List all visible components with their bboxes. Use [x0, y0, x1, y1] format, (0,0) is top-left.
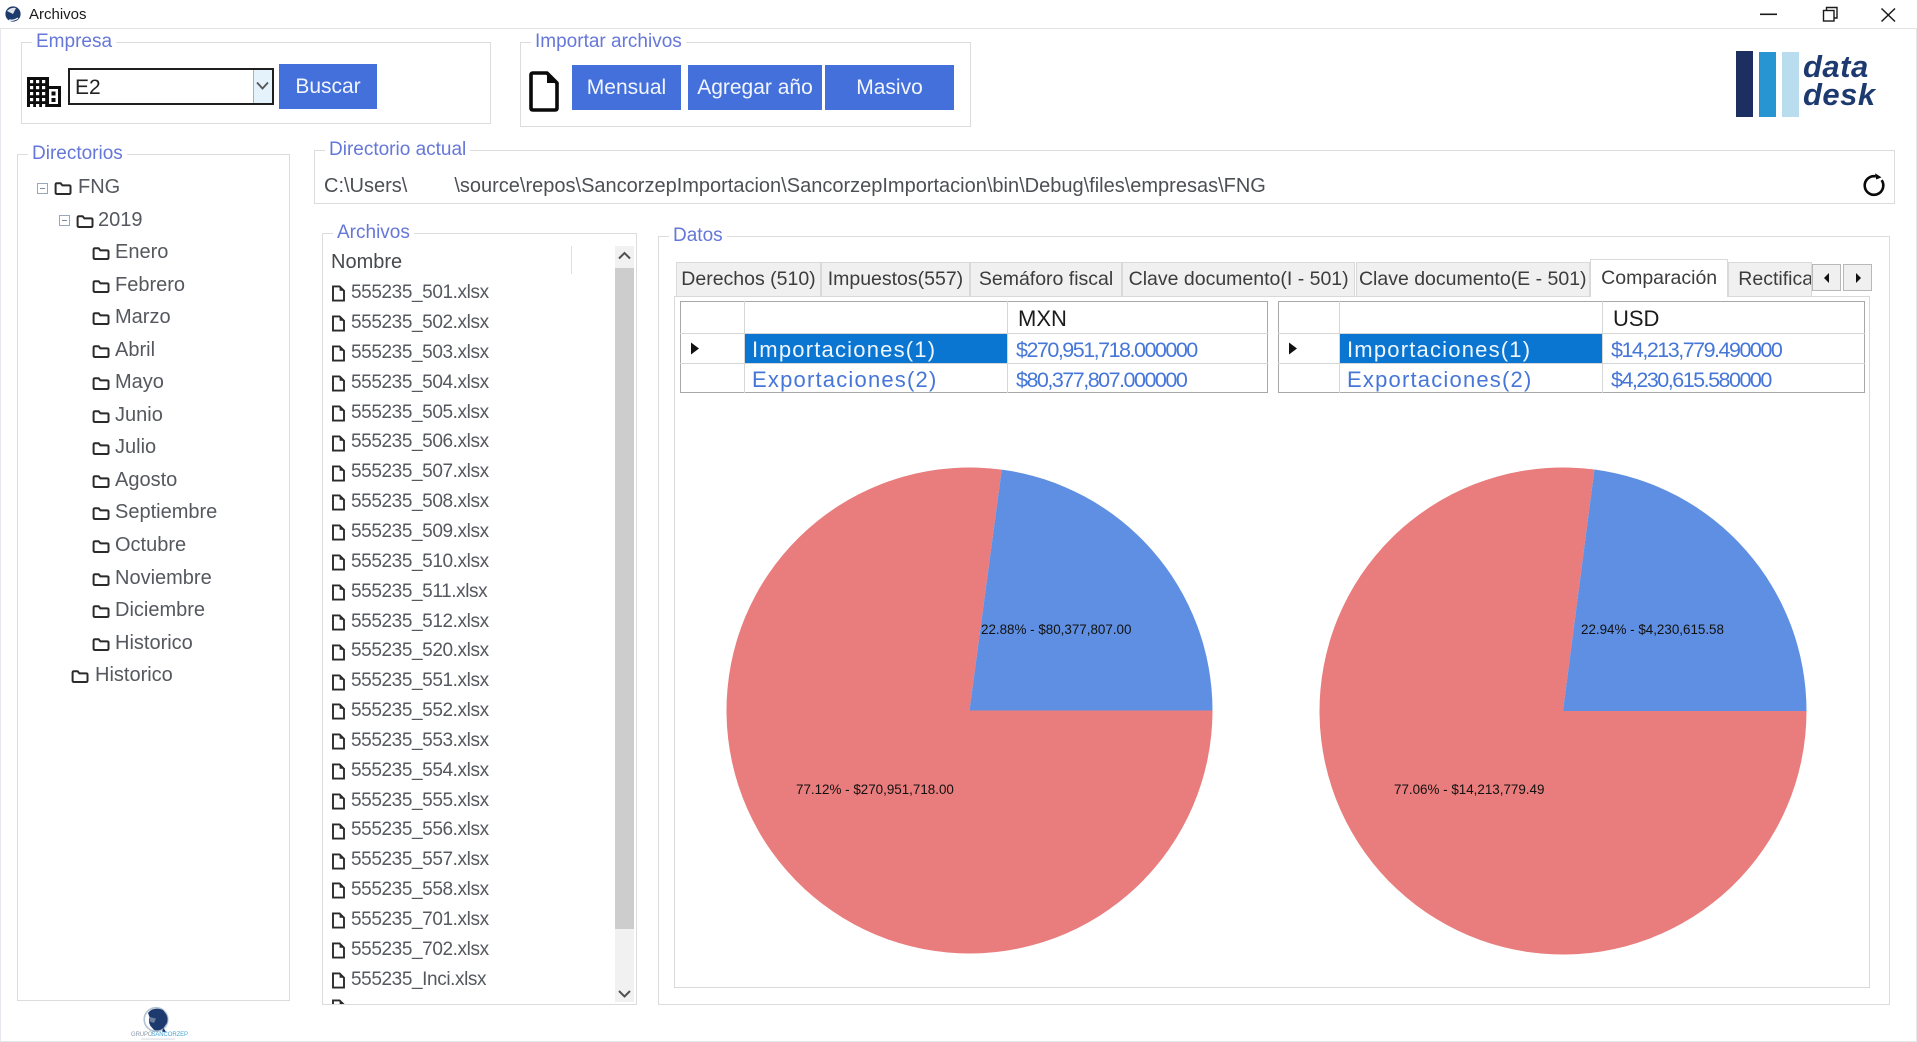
- svg-text:GRUPO: GRUPO: [131, 1032, 153, 1038]
- svg-text:SANCORZEP: SANCORZEP: [152, 1032, 189, 1038]
